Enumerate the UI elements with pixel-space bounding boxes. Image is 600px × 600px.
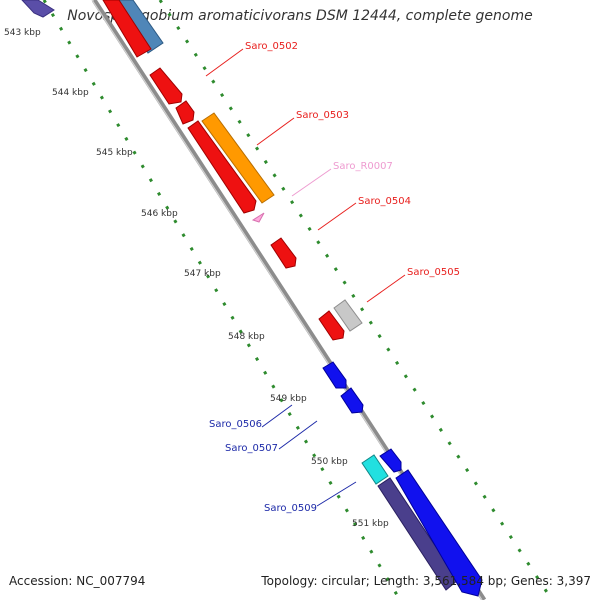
gene-feature[interactable] xyxy=(322,361,347,389)
gene-feature[interactable] xyxy=(379,448,402,473)
gene-feature[interactable] xyxy=(333,299,363,332)
leader-line xyxy=(205,48,244,77)
gene-feature[interactable] xyxy=(149,67,183,105)
ruler-tick-label: 544 kbp xyxy=(52,88,89,98)
ruler-tick-label: 548 kbp xyxy=(228,332,265,342)
accession-text: Accession: NC_007794 xyxy=(9,574,146,588)
gene-feature[interactable] xyxy=(175,100,195,125)
gene-label[interactable]: Saro_R0007 xyxy=(333,161,393,172)
gene-label[interactable]: Saro_0509 xyxy=(264,503,317,514)
leader-line xyxy=(278,420,318,450)
ruler-tick-label: 546 kbp xyxy=(141,209,178,219)
outer-ruler xyxy=(158,0,554,600)
gene-label[interactable]: Saro_0504 xyxy=(358,196,411,207)
leader-line xyxy=(256,117,295,146)
leader-line xyxy=(291,168,332,197)
ruler-tick-label: 543 kbp xyxy=(4,28,41,38)
gene-feature[interactable] xyxy=(251,212,265,223)
leader-line xyxy=(317,202,357,231)
gene-feature[interactable] xyxy=(187,120,257,214)
ruler-tick-label: 550 kbp xyxy=(311,457,348,467)
gene-feature[interactable] xyxy=(361,454,389,485)
ruler-tick-label: 549 kbp xyxy=(270,394,307,404)
inner-ruler xyxy=(42,0,402,600)
gene-feature[interactable] xyxy=(340,387,364,414)
leader-line xyxy=(261,404,293,428)
gene-feature[interactable] xyxy=(270,237,297,269)
genome-title: Novosphingobium aromaticivorans DSM 1244… xyxy=(67,8,533,24)
gene-feature[interactable] xyxy=(318,310,345,341)
gene-label[interactable]: Saro_0503 xyxy=(296,110,349,121)
gene-label[interactable]: Saro_0502 xyxy=(245,41,298,52)
ruler-tick-label: 545 kbp xyxy=(96,148,133,158)
gene-feature[interactable] xyxy=(21,0,55,18)
gene-feature[interactable] xyxy=(395,469,483,597)
gene-feature[interactable] xyxy=(102,0,152,58)
topology-text: Topology: circular; Length: 3,561,584 bp… xyxy=(261,574,591,588)
gene-feature[interactable] xyxy=(201,112,275,204)
gene-label[interactable]: Saro_0505 xyxy=(407,267,460,278)
gene-label[interactable]: Saro_0507 xyxy=(225,443,278,454)
leader-line xyxy=(316,481,357,507)
ruler-tick-label: 547 kbp xyxy=(184,269,221,279)
gene-label[interactable]: Saro_0506 xyxy=(209,419,262,430)
ruler-tick-label: 551 kbp xyxy=(352,519,389,529)
leader-line xyxy=(366,274,406,303)
